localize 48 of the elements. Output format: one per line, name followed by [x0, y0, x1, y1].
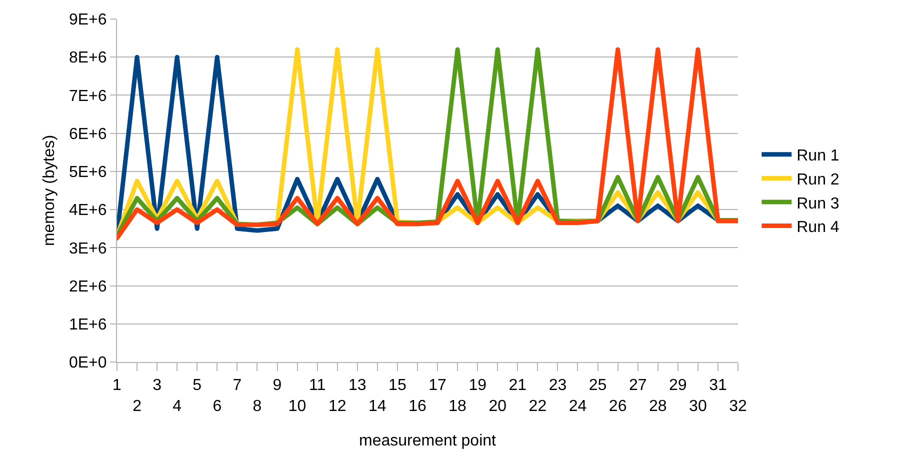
x-tick-label: 9 — [272, 377, 282, 394]
x-tick-label: 20 — [488, 398, 507, 415]
x-tick-label: 10 — [288, 398, 306, 415]
legend-label: Run 1 — [796, 148, 840, 165]
legend-label: Run 4 — [796, 219, 840, 236]
x-tick-label: 1 — [112, 377, 122, 394]
y-tick-label: 5E+6 — [68, 164, 107, 182]
y-tick-label: 9E+6 — [68, 12, 107, 29]
legend-label: Run 3 — [796, 195, 840, 212]
x-tick-label: 24 — [568, 398, 587, 415]
y-tick-label: 1E+6 — [68, 316, 107, 334]
y-tick-label: 0E+0 — [68, 354, 107, 372]
y-tick-label: 2E+6 — [68, 278, 107, 296]
x-tick-label: 7 — [232, 377, 242, 394]
x-tick-label: 25 — [588, 377, 607, 394]
x-tick-label: 14 — [368, 398, 386, 415]
x-tick-label: 4 — [172, 398, 182, 415]
y-tick-label: 7E+6 — [68, 88, 107, 105]
x-tick-label: 19 — [468, 377, 487, 394]
legend-label: Run 2 — [796, 171, 840, 188]
x-tick-label: 13 — [348, 377, 366, 394]
x-tick-label: 15 — [388, 377, 406, 394]
x-tick-label: 21 — [508, 377, 527, 394]
y-tick-label: 3E+6 — [68, 240, 107, 258]
x-tick-label: 22 — [528, 398, 547, 415]
x-tick-label: 17 — [428, 377, 447, 394]
x-tick-label: 3 — [152, 377, 162, 394]
x-tick-label: 23 — [548, 377, 567, 394]
x-tick-label: 8 — [252, 398, 262, 415]
x-tick-label: 2 — [132, 398, 142, 415]
x-tick-label: 27 — [628, 377, 647, 394]
x-axis-title: measurement point — [359, 432, 497, 450]
x-tick-label: 11 — [309, 377, 326, 394]
x-tick-label: 16 — [408, 398, 426, 415]
x-tick-label: 29 — [669, 377, 687, 394]
x-tick-label: 28 — [648, 398, 667, 415]
x-tick-label: 6 — [212, 398, 222, 415]
y-tick-label: 8E+6 — [68, 50, 107, 67]
x-tick-label: 30 — [689, 398, 707, 415]
y-axis-title: memory (bytes) — [40, 134, 58, 246]
x-tick-label: 26 — [608, 398, 627, 415]
y-tick-label: 6E+6 — [68, 126, 107, 143]
x-tick-label: 12 — [328, 398, 346, 415]
x-tick-label: 18 — [448, 398, 467, 415]
y-tick-label: 4E+6 — [68, 202, 107, 220]
x-tick-label: 31 — [709, 377, 727, 394]
x-tick-label: 5 — [192, 377, 202, 394]
x-tick-label: 32 — [729, 398, 747, 415]
